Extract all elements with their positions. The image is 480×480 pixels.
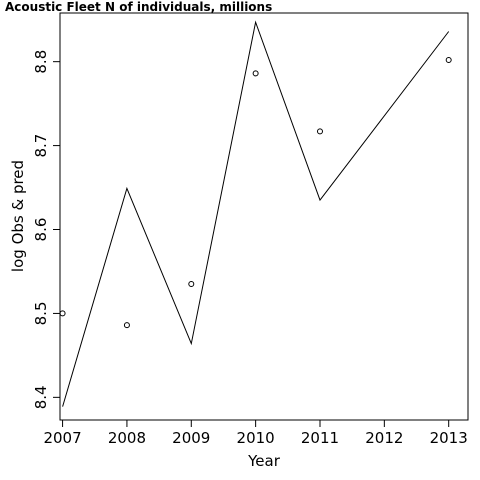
y-tick-label: 8.6 [32, 218, 50, 242]
observed-point [316, 128, 323, 135]
x-tick-label: 2012 [365, 429, 403, 447]
y-tick-label: 8.5 [32, 301, 50, 325]
chart-marks: 2007 2008 2009 2010 2011 2012 2013 8.4 8.5 8.6 8.7… [32, 20, 468, 447]
predicted-line [62, 20, 450, 407]
x-tick-label: 2009 [172, 429, 210, 447]
x-tick-label: 2010 [237, 429, 275, 447]
x-tick-label: 2013 [430, 429, 468, 447]
y-tick-label: 8.7 [32, 134, 50, 158]
observed-point [445, 56, 452, 63]
x-axis-label: Year [247, 452, 281, 470]
y-tick-label: 8.8 [32, 50, 50, 74]
x-tick-label: 2007 [43, 429, 81, 447]
y-tick-label: 8.4 [32, 385, 50, 409]
x-tick-label: 2008 [108, 429, 146, 447]
observed-point [59, 310, 66, 317]
x-tick-label: 2011 [301, 429, 339, 447]
y-axis-label: log Obs & pred [9, 160, 27, 272]
plot-frame [59, 12, 469, 421]
observed-point [252, 70, 259, 77]
observed-point [188, 281, 195, 288]
observed-point [123, 322, 130, 329]
chart-title: Acoustic Fleet N of individuals, million… [5, 0, 272, 14]
